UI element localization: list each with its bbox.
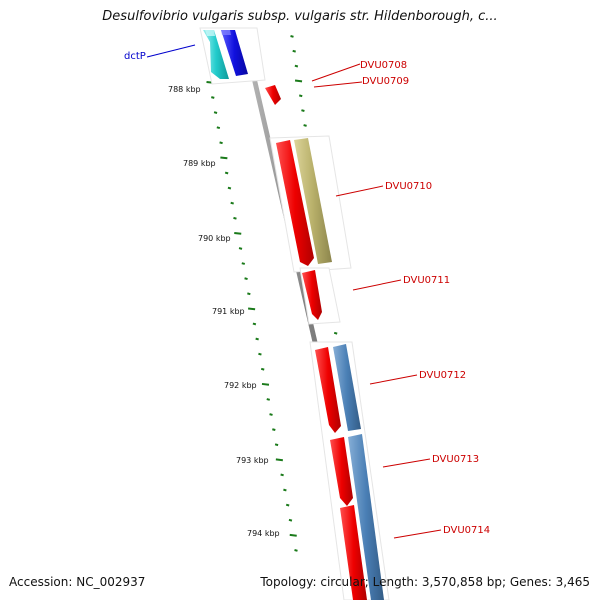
scale-tick bbox=[252, 322, 257, 326]
scale-tick bbox=[298, 94, 303, 98]
gene-DVU0710-olive[interactable] bbox=[294, 138, 332, 264]
gene-DVU0708[interactable] bbox=[265, 85, 281, 105]
scale-tick bbox=[213, 111, 218, 114]
kbp-labels: 788 kbp 789 kbp 790 kbp 791 kbp 792 kbp … bbox=[168, 85, 280, 538]
scale-tick bbox=[241, 262, 246, 265]
scale-tick bbox=[261, 382, 270, 386]
scale-tick bbox=[283, 488, 287, 492]
scale-tick bbox=[238, 247, 243, 250]
scale-tick bbox=[294, 64, 299, 68]
scale-tick bbox=[230, 201, 234, 205]
scale-tick bbox=[269, 413, 273, 416]
scale-tick bbox=[290, 35, 294, 38]
scale-tick bbox=[233, 216, 237, 220]
scale-tick bbox=[227, 186, 232, 190]
scale-tick bbox=[333, 331, 338, 335]
scale-tick bbox=[247, 292, 251, 296]
kbp-label: 791 kbp bbox=[212, 307, 245, 316]
scale-tick bbox=[258, 352, 262, 356]
scale-tick bbox=[274, 443, 279, 447]
scale-tick bbox=[255, 337, 259, 341]
scale-tick bbox=[216, 126, 221, 130]
kbp-label: 793 kbp bbox=[236, 456, 269, 465]
scale-tick bbox=[292, 49, 296, 53]
scale-tick bbox=[224, 171, 229, 175]
kbp-label: 789 kbp bbox=[183, 159, 216, 168]
scale-tick bbox=[234, 231, 242, 235]
gene-DVU0712-steel[interactable] bbox=[333, 344, 361, 431]
kbp-label: 790 kbp bbox=[198, 234, 231, 243]
gene-DVU0714[interactable] bbox=[340, 505, 367, 600]
scale-tick bbox=[280, 473, 284, 477]
gene-DVU0710-red[interactable] bbox=[276, 140, 314, 266]
gene-label-DVU0712: DVU0712 bbox=[419, 370, 466, 381]
gene-label-DVU0713: DVU0713 bbox=[432, 454, 479, 465]
scale-tick bbox=[211, 96, 215, 99]
gene-DVU0713-steel[interactable] bbox=[348, 434, 384, 600]
scale-tick bbox=[285, 503, 290, 507]
accession-text: Accession: NC_002937 bbox=[9, 575, 146, 589]
kbp-label: 794 kbp bbox=[247, 529, 280, 538]
scale-tick bbox=[244, 277, 248, 281]
scale-tick bbox=[272, 428, 276, 431]
gene-DVU0712-red[interactable] bbox=[315, 347, 341, 433]
scale-tick bbox=[220, 156, 228, 160]
gene-features bbox=[199, 27, 390, 600]
gene-labels: dctP DVU0708 DVU0709 DVU0710 DVU0711 DVU… bbox=[124, 51, 490, 536]
scale-tick bbox=[266, 398, 271, 401]
gene-label-DVU0708: DVU0708 bbox=[360, 60, 407, 71]
scale-ticks-left bbox=[206, 81, 298, 552]
scale-tick bbox=[288, 518, 293, 522]
gene-dctP-blue[interactable] bbox=[221, 30, 248, 76]
scale-tick bbox=[247, 307, 256, 311]
scale-tick bbox=[294, 79, 303, 83]
gene-label-DVU0710: DVU0710 bbox=[385, 181, 432, 192]
scale-tick bbox=[289, 533, 297, 537]
scale-tick bbox=[275, 458, 283, 462]
gene-label-DVU0714: DVU0714 bbox=[443, 525, 490, 536]
leader-lines bbox=[146, 44, 442, 539]
gene-label-dctP: dctP bbox=[124, 51, 146, 62]
kbp-label: 792 kbp bbox=[224, 381, 257, 390]
genome-stats-text: Topology: circular; Length: 3,570,858 bp… bbox=[260, 575, 590, 589]
scale-tick bbox=[303, 124, 307, 127]
map-title: Desulfovibrio vulgaris subsp. vulgaris s… bbox=[102, 9, 498, 24]
gene-DVU0711[interactable] bbox=[302, 270, 322, 320]
gene-DVU0713-red[interactable] bbox=[330, 437, 353, 506]
scale-tick bbox=[301, 109, 305, 112]
scale-tick bbox=[294, 549, 298, 552]
gene-dctP-cyan[interactable] bbox=[203, 30, 229, 79]
gene-label-DVU0709: DVU0709 bbox=[362, 76, 409, 87]
kbp-label: 788 kbp bbox=[168, 85, 201, 94]
scale-tick bbox=[260, 367, 265, 371]
scale-tick bbox=[219, 141, 223, 145]
gene-label-DVU0711: DVU0711 bbox=[403, 275, 450, 286]
